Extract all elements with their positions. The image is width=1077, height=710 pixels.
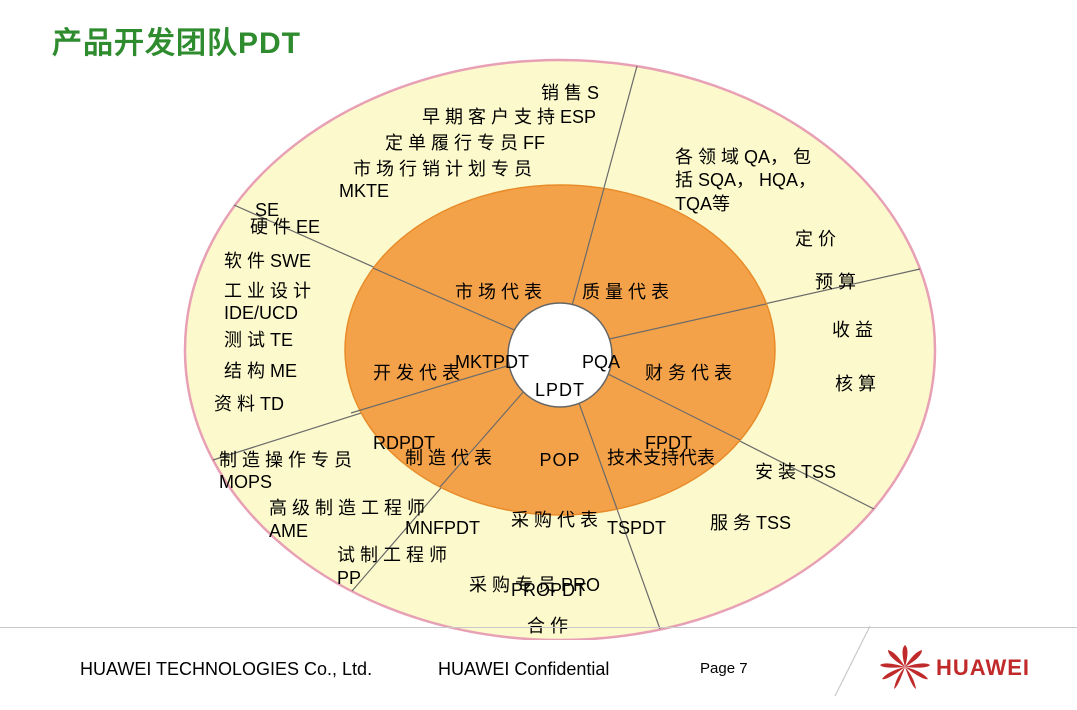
outer-r-2: 收 益	[832, 319, 873, 342]
outer-top-2: 定 单 履 行 专 员 FF	[385, 132, 545, 155]
outer-bc-0: 采 购 专 员 PRO	[469, 574, 600, 597]
outer-bl-5: PP	[337, 567, 361, 590]
outer-r-3: 核 算	[835, 373, 876, 396]
inner-mkt: 市 场 代 表 MKTPDT	[455, 234, 542, 421]
outer-br-1: 服 务 TSS	[710, 512, 791, 535]
outer-left-7: 资 料 TD	[214, 393, 284, 416]
slide-footer: HUAWEI TECHNOLOGIES Co., Ltd. HUAWEI Con…	[0, 627, 1077, 710]
inner-ts: 技术支持代表 TSPDT	[607, 400, 715, 587]
footer-rule	[0, 627, 1077, 628]
outer-r-1: 预 算	[815, 271, 856, 294]
outer-br-0: 安 装 TSS	[755, 461, 836, 484]
outer-left-6: 结 构 ME	[224, 360, 297, 383]
outer-top-3: 市 场 行 销 计 划 专 员	[353, 158, 532, 181]
outer-bl-0: 制 造 操 作 专 员	[219, 449, 352, 472]
outer-bl-2: 高 级 制 造 工 程 师	[269, 497, 425, 520]
outer-left-4: IDE/UCD	[224, 302, 298, 325]
outer-left-2: 软 件 SWE	[224, 250, 311, 273]
outer-top-0: 销 售 S	[541, 82, 599, 105]
outer-left-5: 测 试 TE	[224, 329, 293, 352]
pdt-diagram: LPDT POP 市 场 代 表 MKTPDT 质 量 代 表 PQA 开 发 …	[175, 50, 945, 640]
outer-r-0: 定 价	[795, 228, 836, 251]
footer-page: Page 7	[700, 660, 748, 677]
footer-brand: HUAWEI	[936, 655, 1030, 681]
footer-company: HUAWEI TECHNOLOGIES Co., Ltd.	[80, 659, 372, 680]
outer-top-4: MKTE	[339, 180, 389, 203]
footer-diagonal	[830, 626, 880, 696]
huawei-logo-icon	[880, 645, 930, 689]
footer-confidential: HUAWEI Confidential	[438, 659, 609, 680]
outer-top-1: 早 期 客 户 支 持 ESP	[422, 106, 596, 129]
outer-bl-1: MOPS	[219, 471, 272, 494]
outer-left-3: 工 业 设 计	[224, 280, 311, 303]
slide: 产品开发团队PDT	[0, 0, 1077, 710]
outer-bl-3: AME	[269, 520, 308, 543]
outer-left-1: 硬 件 EE	[250, 216, 320, 239]
outer-bl-4: 试 制 工 程 师	[337, 544, 447, 567]
outer-qa: 各 领 域 QA， 包 括 SQA， HQA， TQA等	[675, 146, 816, 216]
